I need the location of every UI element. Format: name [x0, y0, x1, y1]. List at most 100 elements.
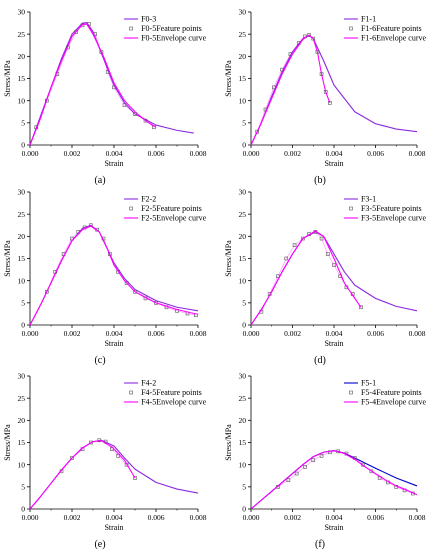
y-tick-label: 30 — [18, 8, 26, 17]
series-line-f0-5envelope-curve — [29, 23, 157, 146]
feature-point-marker — [124, 281, 129, 285]
y-tick-label: 0 — [242, 141, 246, 150]
y-tick-label: 20 — [18, 232, 26, 241]
y-tick-label: 20 — [239, 416, 247, 425]
series-line-f3-5envelope-curve — [250, 230, 362, 326]
y-tick-label: 10 — [239, 276, 247, 285]
x-axis-label: Strain — [104, 523, 123, 532]
x-tick-label: 0.004 — [106, 149, 123, 158]
legend-entry: F3-5Envelope curve — [361, 214, 427, 223]
x-tick-label: 0.000 — [22, 149, 39, 158]
feature-point-marker — [325, 252, 330, 256]
feature-point-marker — [280, 67, 284, 72]
x-tick-label: 0.008 — [190, 513, 207, 522]
y-tick-label: 20 — [239, 232, 247, 241]
panel-label: (e) — [94, 539, 105, 550]
y-tick-label: 15 — [18, 74, 26, 83]
legend-marker-swatch — [129, 26, 133, 31]
x-axis-label: Strain — [104, 159, 123, 168]
legend-entry: F3-1 — [361, 195, 376, 204]
x-tick-label: 0.006 — [148, 329, 165, 338]
y-tick-label: 15 — [239, 438, 247, 447]
y-tick-label: 25 — [239, 394, 247, 403]
y-tick-label: 15 — [18, 438, 26, 447]
x-tick-label: 0.006 — [367, 149, 384, 158]
y-tick-label: 30 — [18, 372, 26, 381]
y-tick-label: 20 — [18, 52, 26, 61]
x-axis-label: Strain — [104, 339, 123, 348]
y-tick-label: 25 — [239, 210, 247, 219]
feature-point-marker — [284, 256, 289, 261]
x-tick-label: 0.000 — [22, 513, 39, 522]
y-axis-label: Stress/MPa — [3, 60, 12, 97]
feature-point-marker — [116, 269, 120, 274]
chart-panel-6: 0.000 0.002 0.004 0.006 0.008 0 5 10 15 20 25 30 Str… — [224, 372, 426, 550]
legend-entry: F4-2 — [141, 379, 156, 388]
feature-point-marker — [143, 118, 148, 123]
x-tick-label: 0.002 — [284, 149, 301, 158]
y-tick-label: 20 — [18, 416, 26, 425]
legend-marker-swatch — [129, 206, 133, 211]
legend-entry: F1-1 — [361, 15, 376, 24]
y-tick-label: 5 — [21, 299, 25, 308]
x-tick-label: 0.002 — [284, 513, 301, 522]
feature-point-marker — [70, 456, 74, 460]
y-tick-label: 10 — [18, 96, 26, 105]
chart-panel-1: 0.000 0.002 0.004 0.006 0.008 0 5 10 15 20 25 30 Str… — [3, 8, 207, 186]
legend-entry: F4-5Feature points — [141, 388, 202, 397]
feature-point-marker — [255, 129, 260, 134]
legend-marker-swatch — [129, 390, 133, 395]
y-tick-label: 30 — [239, 188, 247, 197]
y-tick-label: 20 — [239, 52, 247, 61]
series-line-f1-1 — [250, 34, 418, 146]
legend-entry: F4-5Envelope curve — [141, 398, 207, 407]
y-tick-label: 15 — [239, 254, 247, 263]
feature-point-marker — [122, 103, 127, 107]
x-tick-label: 0.004 — [106, 329, 123, 338]
feature-point-marker — [311, 458, 316, 463]
x-tick-label: 0.002 — [64, 149, 81, 158]
legend-marker-swatch — [349, 390, 353, 395]
series-line-f2-5envelope-curve — [29, 225, 199, 326]
series-line-f1-6envelope-curve — [250, 34, 331, 146]
legend-entry: F2-2 — [141, 195, 156, 204]
y-tick-label: 25 — [18, 210, 26, 219]
x-axis-label: Strain — [324, 339, 343, 348]
x-tick-label: 0.004 — [106, 513, 123, 522]
legend-marker-swatch — [349, 26, 353, 31]
feature-point-marker — [303, 465, 307, 469]
legend-entry: F5-1 — [361, 379, 376, 388]
y-tick-label: 5 — [242, 299, 246, 308]
x-tick-label: 0.006 — [367, 329, 384, 338]
x-tick-label: 0.002 — [284, 329, 301, 338]
x-tick-label: 0.000 — [243, 149, 260, 158]
y-axis-label: Stress/MPa — [3, 240, 12, 277]
x-tick-label: 0.004 — [326, 329, 343, 338]
x-tick-label: 0.008 — [409, 513, 426, 522]
feature-point-marker — [99, 50, 104, 54]
y-tick-label: 10 — [239, 96, 247, 105]
chart-panel-3: 0.000 0.002 0.004 0.006 0.008 0 5 10 15 20 25 30 Str… — [3, 188, 207, 366]
y-tick-label: 0 — [242, 321, 246, 330]
y-tick-label: 5 — [21, 119, 25, 128]
x-tick-label: 0.006 — [367, 513, 384, 522]
feature-points-connector — [46, 224, 196, 316]
chart-panel-2: 0.000 0.002 0.004 0.006 0.008 0 5 10 15 20 25 30 Str… — [224, 8, 426, 186]
y-tick-label: 5 — [242, 119, 246, 128]
x-tick-label: 0.004 — [326, 513, 343, 522]
feature-point-marker — [133, 289, 137, 294]
y-tick-label: 0 — [242, 505, 246, 514]
x-tick-label: 0.000 — [243, 329, 260, 338]
legend-entry: F5-4Feature points — [361, 388, 422, 397]
feature-points-connector — [36, 23, 155, 128]
legend-entry: F3-5Feature points — [361, 204, 422, 213]
y-tick-label: 10 — [18, 460, 26, 469]
y-tick-label: 0 — [21, 505, 25, 514]
x-tick-label: 0.008 — [190, 329, 207, 338]
y-tick-label: 30 — [239, 8, 247, 17]
y-tick-label: 15 — [239, 74, 247, 83]
feature-point-marker — [301, 236, 305, 241]
series-line-f4-2 — [29, 439, 199, 510]
x-tick-label: 0.006 — [148, 513, 165, 522]
feature-point-marker — [44, 289, 49, 294]
